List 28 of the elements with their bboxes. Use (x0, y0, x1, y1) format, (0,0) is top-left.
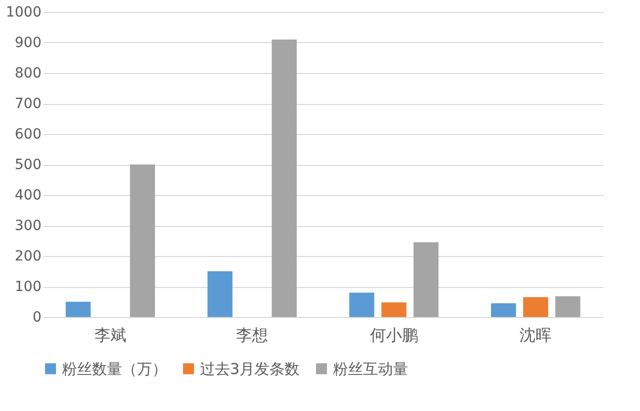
y-tick-label: 300 (14, 218, 42, 234)
bar (272, 39, 297, 317)
x-tick-label: 李斌 (94, 326, 126, 344)
bar (523, 297, 548, 317)
bar (130, 164, 155, 317)
bar (66, 302, 91, 317)
y-tick-label: 900 (14, 35, 42, 51)
bar (207, 271, 232, 317)
x-tick-label: 沈晖 (520, 326, 552, 344)
x-tick-label: 何小鹏 (370, 326, 418, 344)
legend-label: 过去3月发条数 (200, 360, 300, 378)
y-tick-label: 500 (14, 157, 42, 173)
legend-label: 粉丝数量（万） (62, 360, 167, 378)
legend-label: 粉丝互动量 (333, 360, 408, 378)
y-tick-label: 400 (14, 188, 42, 204)
y-tick-label: 0 (32, 310, 42, 326)
bar (381, 302, 406, 317)
bar (349, 292, 374, 317)
y-tick-label: 100 (14, 279, 42, 295)
bar (491, 303, 516, 317)
x-tick-label: 李想 (236, 326, 268, 344)
y-tick-label: 600 (14, 126, 42, 142)
y-tick-label: 700 (14, 96, 42, 112)
y-tick-label: 800 (14, 66, 42, 82)
bar (414, 242, 439, 317)
bar (555, 296, 580, 317)
y-tick-label: 1000 (6, 4, 42, 20)
y-tick-label: 200 (14, 248, 42, 264)
